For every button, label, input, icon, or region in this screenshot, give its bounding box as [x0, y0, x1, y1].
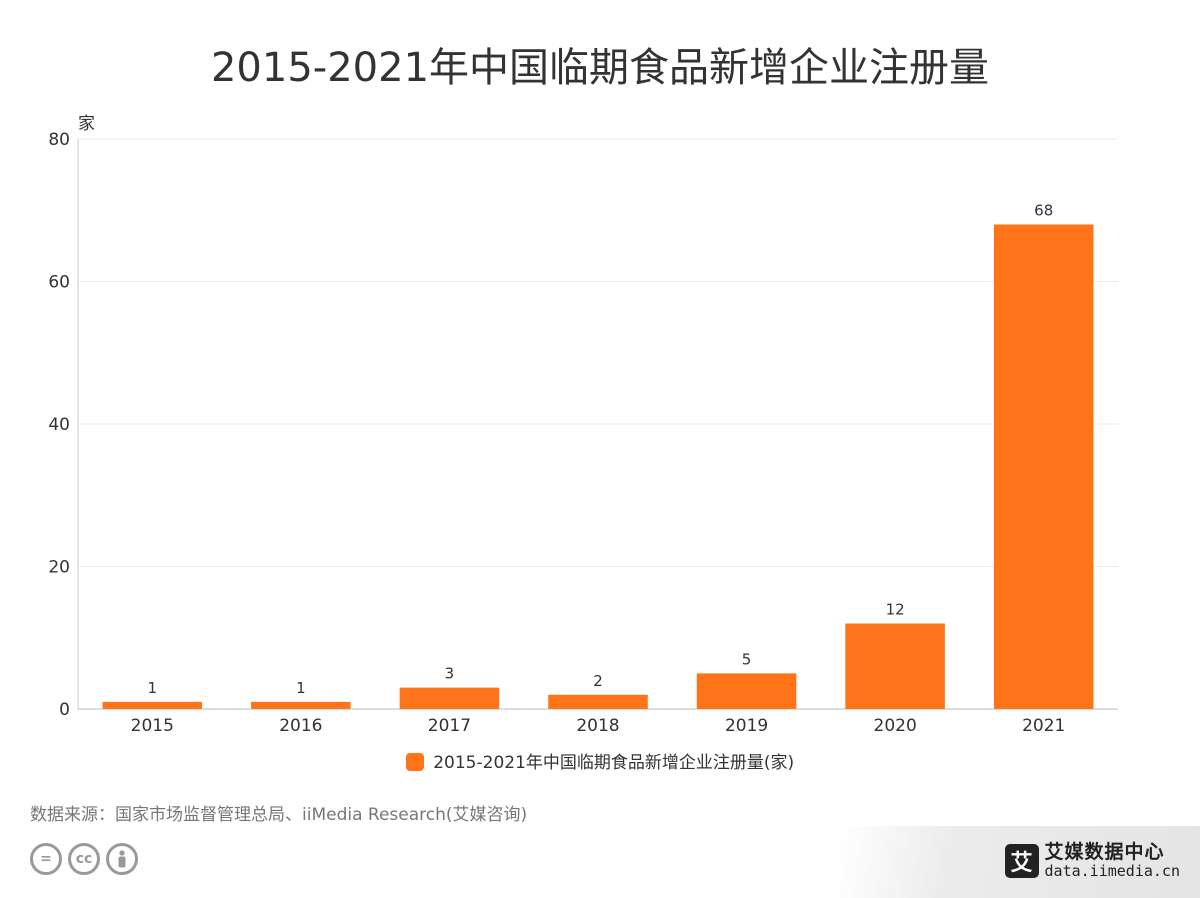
license-icons: = cc	[30, 843, 138, 875]
bars	[102, 224, 1094, 709]
x-tick-label: 2018	[576, 716, 619, 736]
data-label: 12	[886, 601, 905, 619]
bar	[845, 623, 945, 709]
bar	[993, 224, 1094, 709]
y-tick-label: 60	[48, 273, 70, 293]
bar	[696, 673, 797, 709]
data-label: 2	[593, 672, 603, 690]
brand-logo-block[interactable]: 艾 艾媒数据中心 data.iimedia.cn	[1004, 841, 1180, 880]
legend[interactable]: 2015-2021年中国临期食品新增企业注册量(家)	[0, 748, 1200, 773]
axes: 0 20 40 60 80 家 2015 2016 2017 2018 2019 2020 2021	[48, 114, 1118, 736]
y-tick-label: 40	[48, 415, 70, 435]
chart-title: 2015-2021年中国临期食品新增企业注册量	[210, 45, 990, 91]
data-labels: 1 1 3 2 5 12 68	[148, 202, 1054, 697]
equals-icon: =	[30, 843, 62, 875]
legend-swatch	[405, 753, 424, 771]
bar	[251, 701, 351, 709]
y-tick-label: 80	[48, 130, 70, 150]
data-label: 68	[1034, 202, 1053, 220]
y-tick-label: 0	[59, 700, 70, 720]
cc-icon: cc	[68, 843, 100, 875]
x-tick-label: 2017	[428, 716, 471, 736]
y-tick-label: 20	[48, 558, 70, 578]
x-tick-label: 2020	[874, 716, 917, 736]
data-label: 1	[148, 679, 158, 697]
brand-logo: 艾	[1004, 843, 1039, 878]
legend-label: 2015-2021年中国临期食品新增企业注册量(家)	[433, 753, 795, 773]
brand-url: data.iimedia.cn	[1044, 861, 1180, 880]
data-label: 1	[296, 679, 306, 697]
x-tick-label: 2019	[725, 716, 768, 736]
data-label: 3	[445, 665, 455, 683]
x-tick-label: 2021	[1022, 716, 1065, 736]
data-label: 5	[742, 650, 752, 668]
person-icon	[106, 843, 138, 875]
x-tick-label: 2015	[131, 716, 174, 736]
x-tick-label: 2016	[279, 716, 322, 736]
y-axis-unit: 家	[78, 114, 95, 134]
bar	[548, 694, 648, 709]
data-source: 数据来源：国家市场监督管理总局、iiMedia Research(艾媒咨询)	[30, 805, 528, 825]
gridlines	[78, 138, 1118, 567]
brand-name: 艾媒数据中心	[1044, 841, 1165, 863]
bar	[399, 687, 500, 709]
bar	[102, 701, 203, 709]
